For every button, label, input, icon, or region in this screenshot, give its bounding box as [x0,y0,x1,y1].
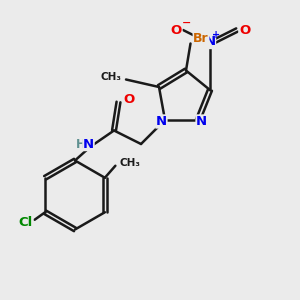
Text: CH₃: CH₃ [120,158,141,168]
Text: O: O [171,23,182,37]
Text: O: O [123,92,135,106]
Text: H: H [76,137,86,151]
Text: N: N [156,115,167,128]
Text: N: N [83,137,94,151]
Text: Br: Br [193,32,209,46]
Text: Cl: Cl [19,216,33,229]
Text: −: − [182,17,192,28]
Text: N: N [204,35,216,49]
Text: CH₃: CH₃ [100,71,122,82]
Text: +: + [212,30,220,40]
Text: O: O [239,23,250,37]
Text: N: N [196,115,207,128]
